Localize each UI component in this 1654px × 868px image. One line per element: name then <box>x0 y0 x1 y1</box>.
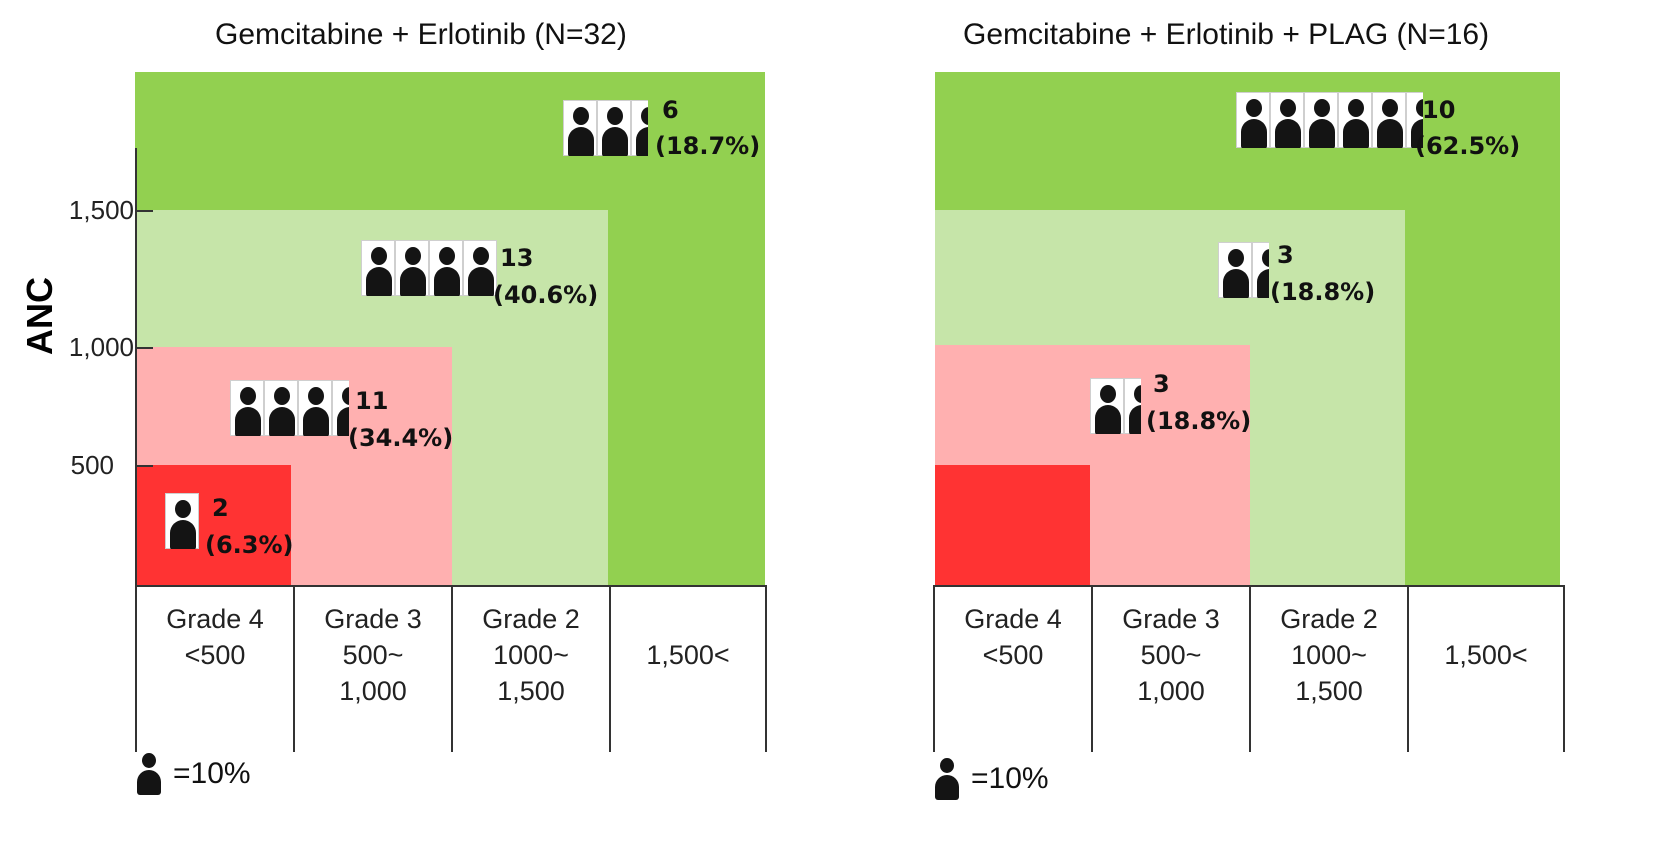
person-icons-grade-3 <box>1090 378 1141 434</box>
person-icon <box>1372 92 1406 148</box>
person-icons-grade-2 <box>361 240 497 296</box>
range-label: 1,500< <box>1444 640 1528 670</box>
legend: =10% <box>933 758 1049 800</box>
grade-label: Grade 2 <box>1280 604 1378 634</box>
person-icon <box>1252 242 1269 298</box>
pct-grade-3: (18.8%) <box>1146 407 1252 435</box>
person-icon <box>298 380 332 436</box>
person-icon <box>1406 92 1423 148</box>
legend-text: =10% <box>173 757 251 790</box>
grade-label: Grade 4 <box>166 604 264 634</box>
person-icon <box>230 380 264 436</box>
person-icon <box>1090 378 1124 434</box>
category-grade-4: Grade 4 <500 <box>135 587 293 752</box>
grade-label: Grade 4 <box>964 604 1062 634</box>
person-icon <box>1124 378 1141 434</box>
grade-label: Grade 2 <box>482 604 580 634</box>
person-icon <box>1270 92 1304 148</box>
count-grade-2: 13 <box>500 244 534 272</box>
tick-500 <box>135 465 153 467</box>
chart-title: Gemcitabine + Erlotinib + PLAG (N=16) <box>963 18 1490 51</box>
person-icon <box>165 493 199 549</box>
category-grade-2: Grade 2 1000~ 1,500 <box>1249 587 1407 752</box>
grade-label: Grade 3 <box>324 604 422 634</box>
count-grade-3: 11 <box>355 387 389 415</box>
tick-label-1500: 1,500 <box>68 195 134 225</box>
count-above-1500: 10 <box>1422 96 1456 124</box>
zone-grade-4 <box>135 465 291 585</box>
y-axis-line <box>135 148 137 588</box>
pct-above-1500: (18.7%) <box>655 132 761 160</box>
count-grade-3: 3 <box>1153 370 1170 398</box>
pct-grade-4: (6.3%) <box>205 531 294 559</box>
person-icon <box>1236 92 1270 148</box>
category-grade-4: Grade 4 <500 <box>933 587 1091 752</box>
tick-1000 <box>135 347 153 349</box>
person-icons-above-1500 <box>1236 92 1423 148</box>
tick-label-1000: 1,000 <box>68 332 134 362</box>
grade-label: Grade 3 <box>1122 604 1220 634</box>
pct-grade-2: (40.6%) <box>493 281 599 309</box>
range-label: 1000~ 1,500 <box>1291 640 1367 706</box>
person-icon <box>597 100 631 156</box>
count-grade-4: 2 <box>212 494 229 522</box>
person-icon <box>1338 92 1372 148</box>
person-icons-grade-2 <box>1218 242 1269 298</box>
category-grade-2: Grade 2 1000~ 1,500 <box>451 587 609 752</box>
category-grade-3: Grade 3 500~ 1,000 <box>1091 587 1249 752</box>
count-above-1500: 6 <box>662 96 679 124</box>
person-icon <box>1304 92 1338 148</box>
tick-1500 <box>135 210 153 212</box>
category-grade-3: Grade 3 500~ 1,000 <box>293 587 451 752</box>
person-icon <box>361 240 395 296</box>
person-icon <box>1218 242 1252 298</box>
category-table: Grade 4 <500 Grade 3 500~ 1,000 Grade 2 … <box>135 585 767 752</box>
zone-grade-4 <box>935 465 1090 585</box>
legend-text: =10% <box>971 762 1049 795</box>
range-label: 1000~ 1,500 <box>493 640 569 706</box>
chart-title: Gemcitabine + Erlotinib (N=32) <box>215 18 627 51</box>
range-label: 500~ 1,000 <box>339 640 407 706</box>
pct-grade-2: (18.8%) <box>1270 278 1376 306</box>
range-label: <500 <box>184 640 246 670</box>
person-icon <box>463 240 497 296</box>
person-icon <box>395 240 429 296</box>
person-icons-above-1500 <box>563 100 648 156</box>
category-table: Grade 4 <500 Grade 3 500~ 1,000 Grade 2 … <box>933 585 1565 752</box>
range-label: <500 <box>982 640 1044 670</box>
category-above-1500: 1,500< <box>609 587 767 752</box>
person-icons-grade-3 <box>230 380 349 436</box>
person-icon <box>332 380 349 436</box>
pct-above-1500: (62.5%) <box>1415 132 1521 160</box>
tick-label-500: 500 <box>70 450 114 480</box>
chart-left: Gemcitabine + Erlotinib (N=32) ANC 1,500… <box>0 0 767 868</box>
pct-grade-3: (34.4%) <box>348 424 454 452</box>
person-icon <box>429 240 463 296</box>
person-icons-grade-4 <box>165 493 199 549</box>
range-label: 1,500< <box>646 640 730 670</box>
range-label: 500~ 1,000 <box>1137 640 1205 706</box>
person-icon <box>264 380 298 436</box>
category-above-1500: 1,500< <box>1407 587 1565 752</box>
person-icon <box>631 100 648 156</box>
person-icon <box>135 753 163 795</box>
legend: =10% <box>135 753 251 795</box>
person-icon <box>563 100 597 156</box>
count-grade-2: 3 <box>1277 241 1294 269</box>
person-icon <box>933 758 961 800</box>
chart-right: Gemcitabine + Erlotinib + PLAG (N=16) 10… <box>800 0 1565 868</box>
